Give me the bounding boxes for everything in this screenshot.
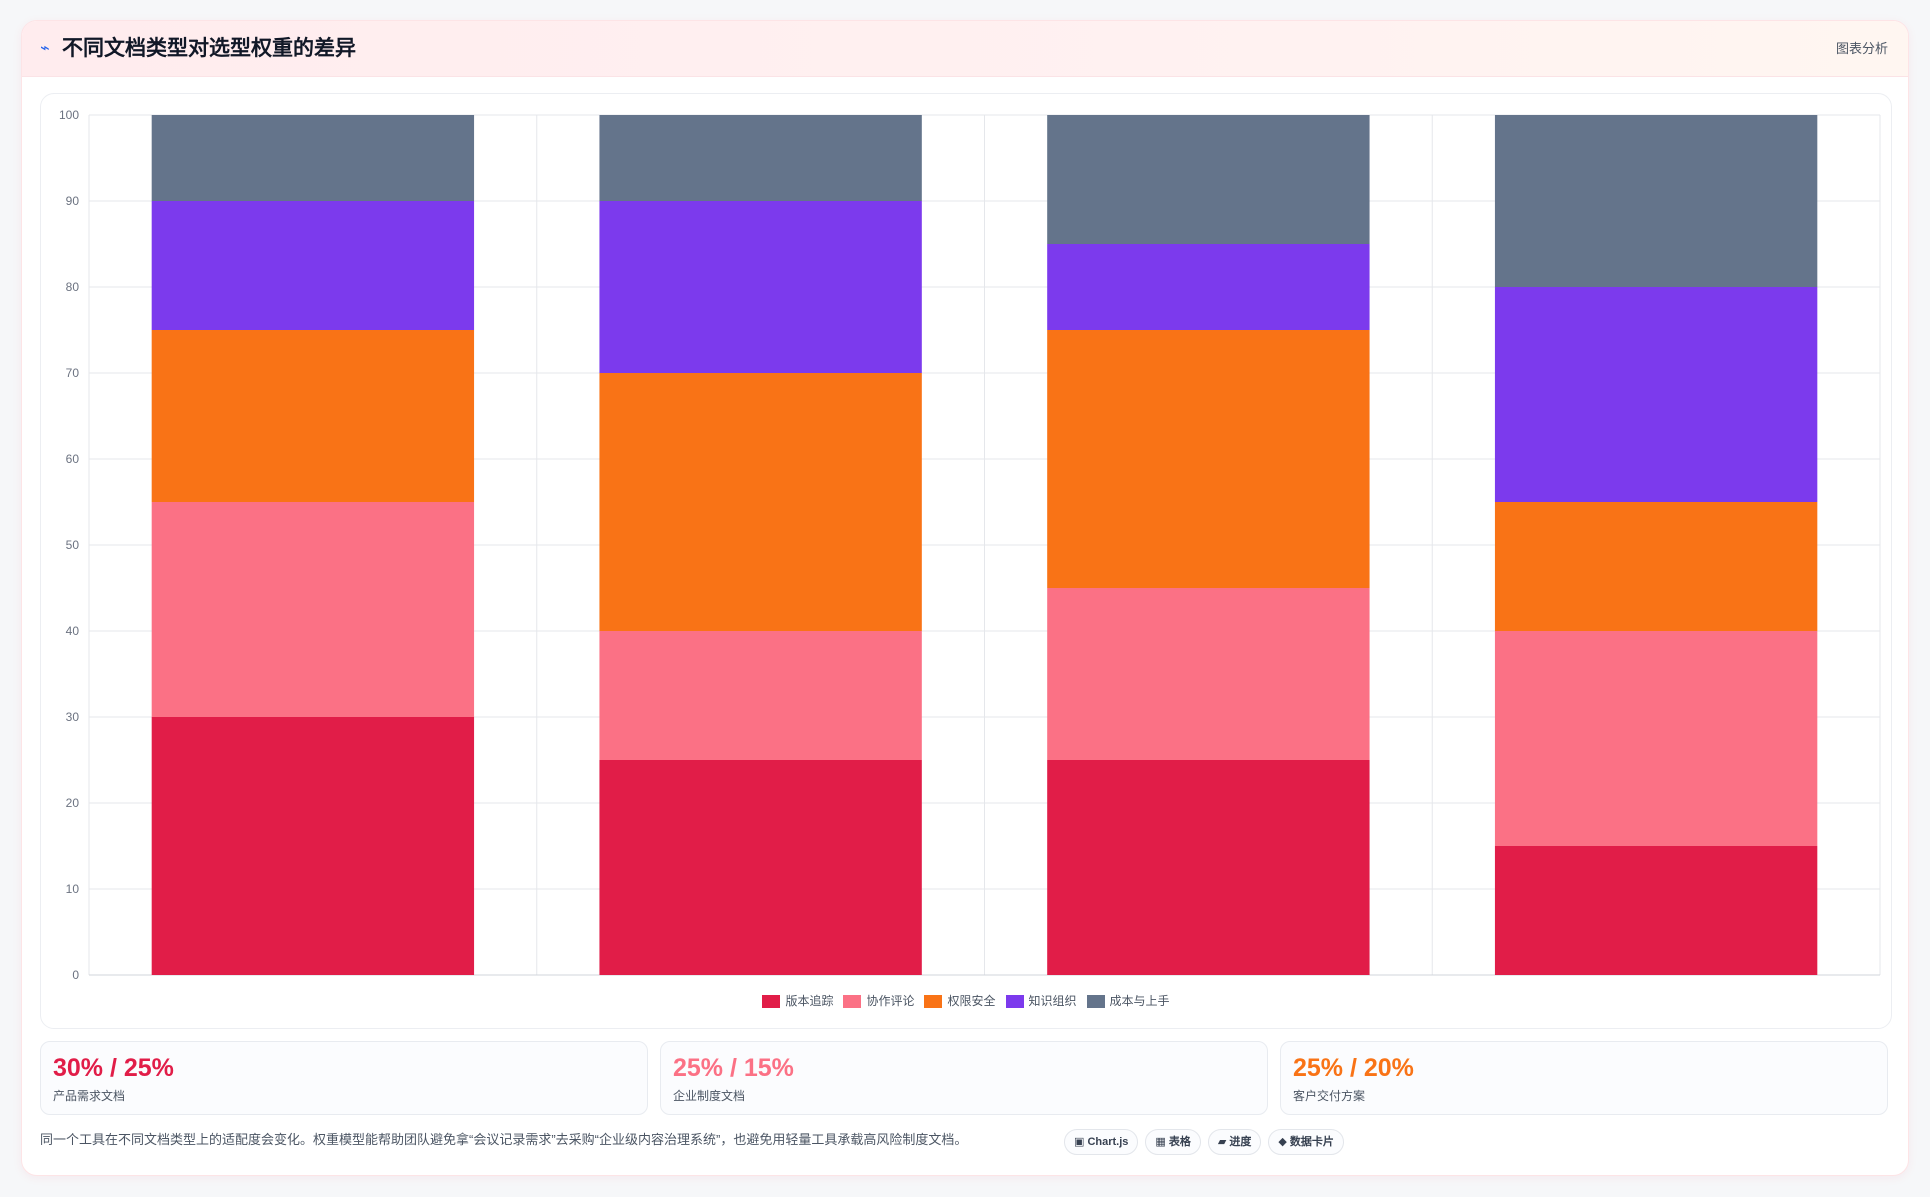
- bar-segment: [599, 201, 922, 373]
- page-title: 不同文档类型对选型权重的差异: [62, 37, 356, 60]
- stat-value: 25% / 15%: [673, 1054, 794, 1082]
- stat-card-1: 30% / 25% 产品需求文档: [40, 1041, 648, 1115]
- chart-panel: 0102030405060708090100产品需求文档企业制度文档客户交付方案…: [40, 93, 1892, 1029]
- y-tick-label: 50: [66, 538, 80, 552]
- bar-segment: [1047, 115, 1370, 244]
- section-tag: 图表分析: [1835, 41, 1888, 56]
- legend-swatch: [924, 994, 943, 1008]
- y-tick-label: 40: [66, 624, 80, 638]
- y-tick-label: 10: [66, 882, 80, 896]
- y-tick-label: 70: [66, 366, 80, 380]
- legend-item[interactable]: 版本追踪: [762, 992, 833, 1009]
- stat-label: 客户交付方案: [1293, 1089, 1366, 1103]
- legend-swatch: [1086, 994, 1105, 1008]
- bar-segment: [1047, 330, 1370, 588]
- bar-segment: [1047, 588, 1370, 760]
- legend-swatch: [1005, 994, 1024, 1008]
- bar-segment: [1494, 115, 1818, 287]
- y-tick-label: 60: [66, 452, 80, 466]
- bar-segment: [151, 115, 475, 201]
- bar-segment: [599, 373, 922, 631]
- stat-label: 企业制度文档: [673, 1089, 746, 1103]
- legend-swatch: [843, 994, 862, 1008]
- chart-pulse-icon: ⌁: [40, 40, 50, 57]
- bar-segment: [1494, 631, 1818, 846]
- y-tick-label: 0: [72, 968, 79, 982]
- bar-segment: [599, 631, 922, 760]
- legend-item[interactable]: 协作评论: [843, 992, 914, 1009]
- y-tick-label: 20: [66, 796, 80, 810]
- bar-segment: [599, 115, 922, 201]
- tech-chips: ▣ Chart.js ▦ 表格 ▰ 进度 ◆ 数据卡片: [1064, 1129, 1351, 1157]
- y-tick-label: 100: [59, 108, 79, 122]
- y-tick-label: 90: [66, 194, 80, 208]
- chip-progress[interactable]: ▰ 进度: [1207, 1129, 1262, 1155]
- legend-swatch: [762, 994, 781, 1008]
- legend-item[interactable]: 知识组织: [1005, 992, 1077, 1009]
- bar-segment: [151, 330, 475, 502]
- bar-segment: [1494, 502, 1818, 631]
- stacked-bar-chart: 0102030405060708090100产品需求文档企业制度文档客户交付方案…: [59, 108, 1881, 982]
- legend-label: 权限安全: [947, 994, 996, 1009]
- bar-segment: [151, 717, 475, 975]
- chip-chartjs[interactable]: ▣ Chart.js: [1064, 1129, 1139, 1155]
- bar-segment: [599, 760, 922, 975]
- legend-label: 知识组织: [1028, 994, 1077, 1009]
- y-tick-label: 30: [66, 710, 80, 724]
- bar-segment: [1047, 244, 1370, 330]
- chart-legend: 版本追踪 协作评论 权限安全 知识组织 成本与上手: [41, 992, 1891, 1009]
- bar-segment: [1047, 760, 1370, 975]
- legend-item[interactable]: 成本与上手: [1086, 992, 1170, 1009]
- stat-value: 30% / 25%: [53, 1054, 174, 1082]
- chart-footnote: 同一个工具在不同文档类型上的适配度会变化。权重模型能帮助团队避免拿“会议记录需求…: [40, 1132, 968, 1147]
- bar-segment: [151, 502, 475, 717]
- bar-segment: [151, 201, 475, 330]
- stat-label: 产品需求文档: [53, 1089, 126, 1103]
- bar-segment: [1494, 287, 1818, 502]
- bar-segment: [1494, 846, 1818, 975]
- chip-data-card[interactable]: ◆ 数据卡片: [1268, 1129, 1344, 1155]
- legend-label: 版本追踪: [785, 994, 834, 1009]
- y-tick-label: 80: [66, 280, 80, 294]
- chip-table[interactable]: ▦ 表格: [1145, 1129, 1201, 1155]
- card-header: ⌁ 不同文档类型对选型权重的差异 图表分析: [22, 21, 1908, 77]
- stat-value: 25% / 20%: [1293, 1054, 1414, 1082]
- legend-label: 协作评论: [866, 994, 915, 1009]
- chart-card: ⌁ 不同文档类型对选型权重的差异 图表分析 0 10 20 30 40 50 60 70 80 9…: [21, 20, 1909, 1176]
- legend-item[interactable]: 权限安全: [924, 992, 996, 1009]
- legend-label: 成本与上手: [1109, 994, 1170, 1009]
- stat-card-2: 25% / 15% 企业制度文档: [660, 1041, 1268, 1115]
- stat-card-3: 25% / 20% 客户交付方案: [1280, 1041, 1888, 1115]
